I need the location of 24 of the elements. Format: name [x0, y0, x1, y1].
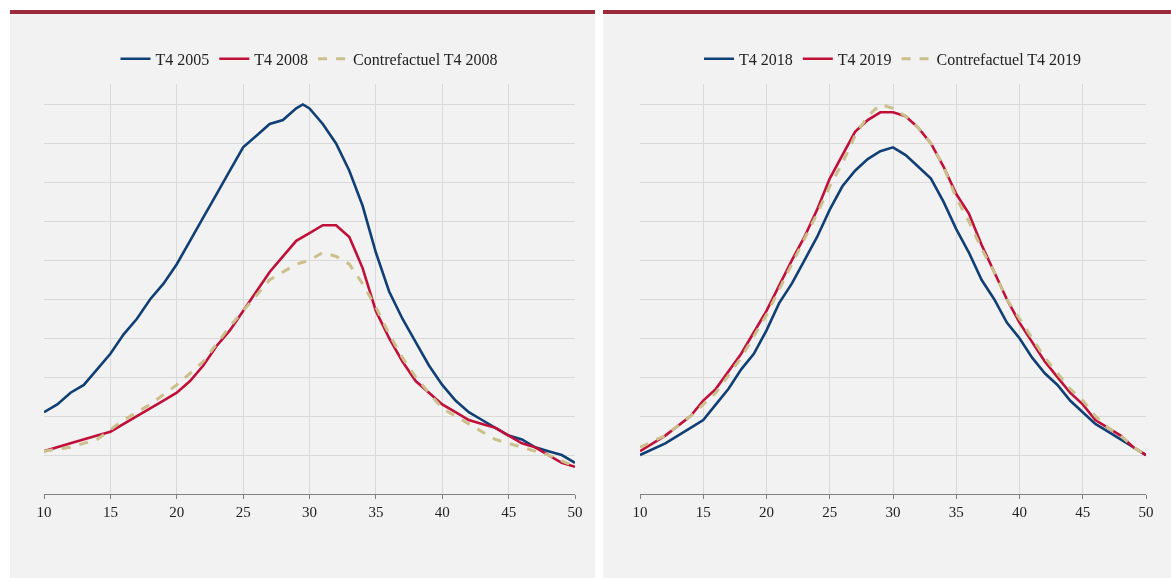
legend-label: T4 2018 [739, 50, 793, 68]
legend-label: T4 2005 [155, 50, 210, 68]
x-tick-label: 35 [948, 504, 964, 520]
legend-label: T4 2008 [254, 50, 309, 68]
x-tick-label: 45 [501, 504, 517, 520]
x-tick-label: 45 [1075, 504, 1091, 520]
x-tick-label: 25 [822, 504, 838, 520]
x-tick-label: 10 [632, 504, 648, 520]
x-tick-label: 20 [169, 504, 185, 520]
x-tick-label: 10 [36, 504, 52, 520]
x-tick-label: 40 [1012, 504, 1027, 520]
x-tick-label: 40 [434, 504, 450, 520]
x-tick-label: 35 [368, 504, 384, 520]
legend-label: Contrefactuel T4 2019 [936, 50, 1082, 68]
x-tick-label: 20 [759, 504, 774, 520]
x-tick-label: 30 [302, 504, 317, 520]
x-tick-label: 15 [695, 504, 711, 520]
x-tick-label: 50 [1138, 504, 1154, 520]
legend-label: T4 2019 [837, 50, 892, 68]
x-tick-label: 25 [235, 504, 251, 520]
x-tick-label: 30 [885, 504, 901, 520]
x-tick-label: 50 [567, 504, 583, 520]
x-tick-label: 15 [102, 504, 118, 520]
legend-label: Contrefactuel T4 2008 [353, 50, 498, 68]
